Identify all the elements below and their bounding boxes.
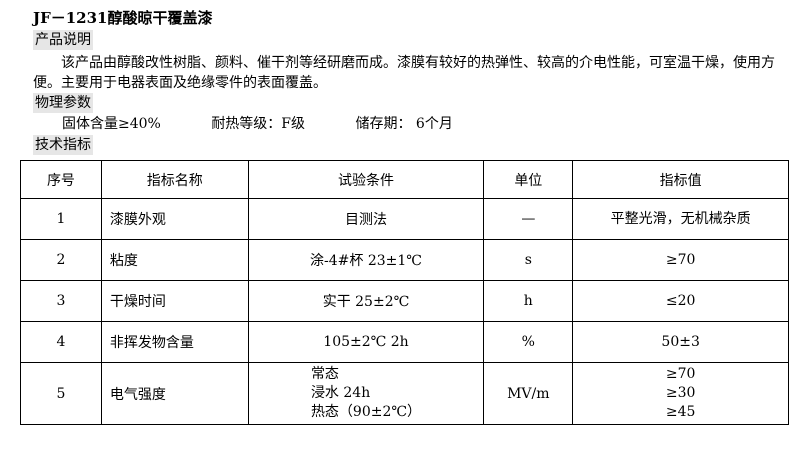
section-heading-technical: 技术指标: [33, 135, 93, 155]
condition-line: 热态（90±2℃）: [310, 404, 422, 420]
value-line: ≥45: [665, 404, 696, 420]
unit: %: [521, 334, 535, 350]
unit: MV/m: [507, 385, 550, 402]
row-number: 5: [56, 385, 66, 402]
indicator-value: 平整光滑，无机械杂质: [611, 210, 751, 229]
condition-line: 目测法: [345, 212, 387, 228]
header-cell: 指标名称: [100, 160, 249, 199]
condition-line: 105±2℃ 2h: [323, 334, 409, 350]
spec-table: 序号 指标名称 试验条件 单位 指标值 1 漆膜外观 目测法 — 平整光滑，无机械杂质 2…: [20, 160, 789, 425]
unit: h: [523, 293, 533, 309]
header-cell: 单位: [483, 160, 574, 199]
condition-line: 涂-4#杯 23±1℃: [310, 253, 422, 269]
physical-params: 固体含量≥40% 耐热等级：F级 储存期： 6个月: [62, 114, 499, 134]
condition-line: 常态: [310, 366, 339, 382]
value-line: 平整光滑，无机械杂质: [610, 210, 751, 227]
condition-line: 浸水 24h: [310, 385, 371, 401]
indicator-value: ≥70 ≥30 ≥45: [666, 365, 696, 422]
description-text: 该产品由醇酸改性树脂、颜料、催干剂等经研磨而成。漆膜有较好的热弹性、较高的介电性…: [33, 55, 775, 91]
header-cell: 指标值: [572, 160, 789, 199]
heat-class: 耐热等级：F级: [211, 116, 306, 132]
section-heading-physical: 物理参数: [33, 93, 93, 113]
header-cell: 序号: [20, 160, 102, 199]
test-condition: 涂-4#杯 23±1℃: [249, 250, 484, 270]
indicator-value: 50±3: [661, 333, 699, 352]
indicator-name: 非挥发物含量: [109, 335, 194, 351]
unit: s: [524, 252, 532, 268]
indicator-name: 干燥时间: [109, 294, 166, 310]
indicator-value: ≤20: [666, 292, 696, 311]
value-line: ≤20: [665, 292, 696, 309]
indicator-name: 漆膜外观: [109, 212, 166, 228]
row-number: 1: [56, 211, 66, 227]
test-condition: 105±2℃ 2h: [249, 334, 484, 350]
table-row: 1 漆膜外观 目测法 — 平整光滑，无机械杂质: [20, 198, 789, 240]
test-condition: 目测法: [249, 209, 484, 229]
indicator-name: 电气强度: [109, 386, 166, 403]
value-line: ≥30: [665, 385, 696, 401]
indicator-value: ≥70: [666, 251, 696, 270]
solid-content: 固体含量≥40%: [62, 116, 161, 132]
header-cell: 试验条件: [247, 160, 485, 199]
row-number: 2: [56, 252, 66, 268]
indicator-name: 粘度: [109, 253, 138, 269]
table-header-row: 序号 指标名称 试验条件 单位 指标值: [20, 160, 789, 199]
value-line: 50±3: [661, 333, 700, 350]
test-condition: 常态浸水 24h 热态（90±2℃）: [311, 365, 421, 422]
table-row: 2 粘度 涂-4#杯 23±1℃ s ≥70: [20, 239, 789, 281]
unit: —: [521, 211, 536, 227]
shelf-life: 储存期： 6个月: [355, 116, 453, 132]
value-line: ≥70: [665, 251, 696, 268]
document-title: JF－1231醇酸晾干覆盖漆: [33, 9, 213, 27]
section-heading-description: 产品说明: [33, 30, 93, 50]
table-row: 4 非挥发物含量 105±2℃ 2h% 50±3: [20, 321, 789, 363]
row-number: 4: [56, 334, 66, 350]
test-condition: 实干 25±2℃: [249, 291, 484, 311]
table-row: 5 电气强度 常态浸水 24h 热态（90±2℃） MV/m ≥70 ≥30 ≥45: [20, 362, 789, 425]
condition-line: 实干 25±2℃: [322, 294, 410, 310]
table-row: 3 干燥时间 实干 25±2℃ h ≤20: [20, 280, 789, 322]
value-line: ≥70: [665, 366, 696, 382]
row-number: 3: [56, 293, 66, 309]
